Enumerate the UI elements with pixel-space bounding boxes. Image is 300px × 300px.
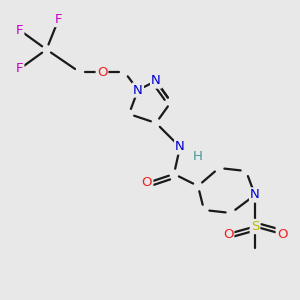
Text: F: F: [16, 23, 23, 37]
Text: S: S: [251, 220, 259, 233]
Text: O: O: [97, 65, 107, 79]
Text: O: O: [223, 227, 233, 241]
Text: N: N: [175, 140, 185, 154]
Text: O: O: [277, 227, 287, 241]
Text: N: N: [133, 83, 143, 97]
Text: N: N: [151, 74, 161, 88]
Text: H: H: [193, 149, 203, 163]
Text: O: O: [142, 176, 152, 190]
Text: F: F: [55, 13, 62, 26]
Text: F: F: [16, 62, 23, 76]
Text: N: N: [250, 188, 260, 202]
